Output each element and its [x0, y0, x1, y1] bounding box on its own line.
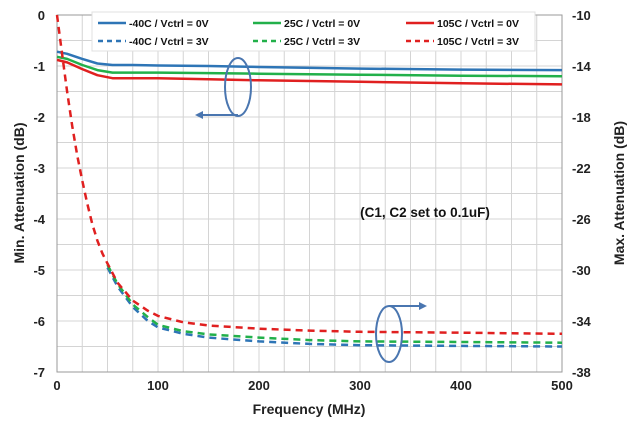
series-line [56, 50, 563, 72]
y-tick-label-left: 0 [38, 8, 45, 23]
y-axis-title-left: Min. Attenuation (dB) [11, 122, 27, 263]
x-tick-label: 0 [53, 378, 60, 393]
y-axis-title-right: Max. Attenuation (dB) [611, 121, 627, 265]
x-tick-label: 300 [349, 378, 371, 393]
chart-annotation: (C1, C2 set to 0.1uF) [360, 205, 490, 220]
y-tick-label-right: -14 [572, 59, 592, 74]
legend-box [91, 11, 536, 52]
legend-label: -40C / Vctrl = 3V [129, 36, 209, 48]
y-tick-label-right: -30 [572, 263, 591, 278]
right-arrow-icon [419, 302, 427, 310]
x-axis-title: Frequency (MHz) [253, 401, 366, 417]
right-axis-indicator [375, 302, 427, 363]
legend-label: 105C / Vctrl = 0V [437, 18, 519, 30]
legend-label: -40C / Vctrl = 0V [129, 18, 209, 30]
y-tick-label-left: -7 [33, 365, 45, 380]
y-tick-label-left: -5 [33, 263, 45, 278]
series-line [56, 55, 563, 78]
series-line [106, 264, 563, 344]
y-tick-label-right: -26 [572, 212, 591, 227]
series-line [56, 58, 563, 86]
legend-label: 25C / Vctrl = 3V [284, 36, 360, 48]
y-tick-label-right: -22 [572, 161, 591, 176]
legend-label: 25C / Vctrl = 0V [284, 18, 360, 30]
y-tick-label-left: -6 [33, 314, 45, 329]
y-tick-label-right: -10 [572, 8, 591, 23]
legend: -40C / Vctrl = 0V 25C / Vctrl = 0V 105C / … [91, 11, 536, 52]
left-axis-indicator [195, 57, 252, 119]
x-tick-label: 400 [450, 378, 472, 393]
legend-label: 105C / Vctrl = 3V [437, 36, 519, 48]
y-tick-label-right: -38 [572, 365, 591, 380]
series-line [106, 266, 563, 348]
left-arrow-icon [195, 111, 203, 119]
y-tick-label-right: -18 [572, 110, 591, 125]
series-line [55, 14, 563, 336]
y-tick-label-left: -4 [33, 212, 45, 227]
tick-labels: 0 100 200 300 400 500 0 -1 -2 -3 -4 -5 -6 -7 -10 -14 -18… [33, 8, 591, 393]
y-tick-label-left: -1 [33, 59, 45, 74]
series-lines [55, 14, 563, 348]
x-tick-label: 100 [147, 378, 169, 393]
y-tick-label-left: -2 [33, 110, 45, 125]
x-tick-label: 500 [551, 378, 573, 393]
y-tick-label-left: -3 [33, 161, 45, 176]
y-tick-label-right: -34 [572, 314, 592, 329]
x-tick-label: 200 [248, 378, 270, 393]
